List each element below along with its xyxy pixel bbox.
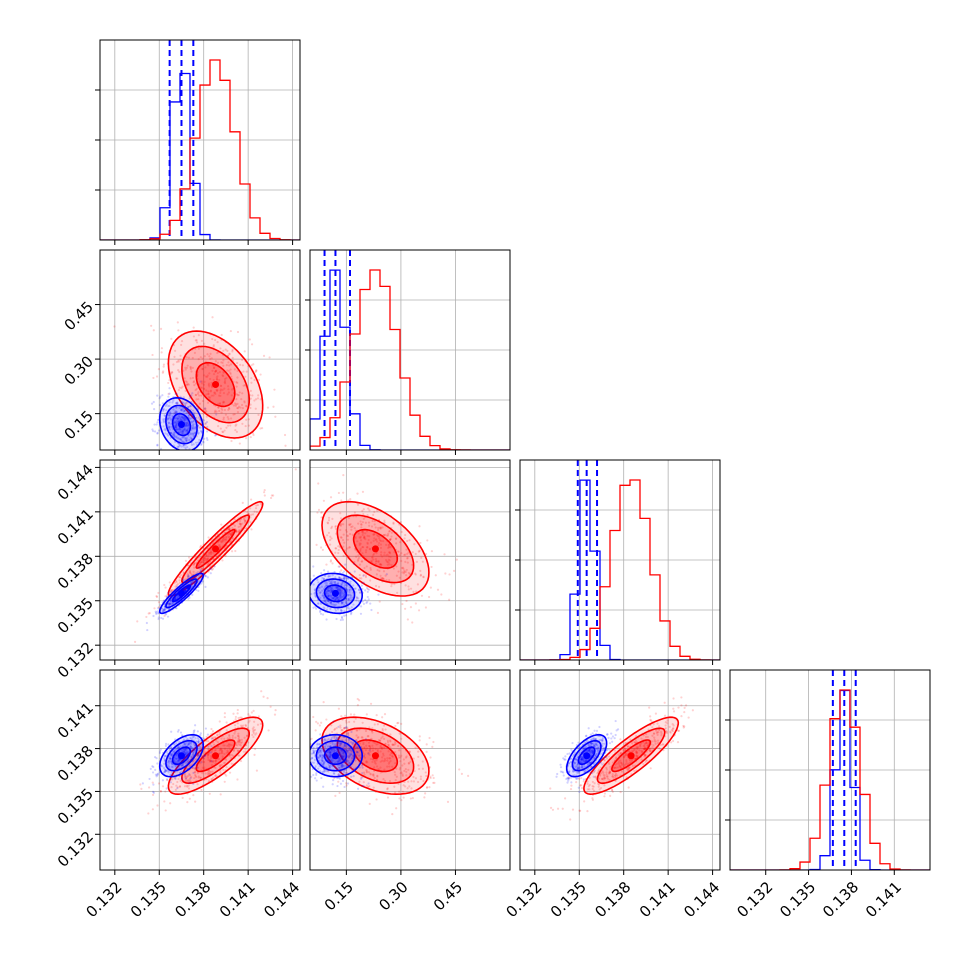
panel-frame [309,249,511,451]
y-tick-label-0: 0.132 [54,638,97,681]
panel-3-3: 0.132 0.135 0.138 0.141 [725,669,931,921]
y-tick-label-1: 0.30 [61,352,97,388]
y-tick-label-2: 0.138 [54,550,97,593]
x-tick-label-4: 0.144 [680,878,723,921]
panel-frame [99,669,301,871]
y-tick-label-3: 0.141 [54,505,97,548]
peak-series-0 [583,752,591,760]
peak-series-0 [177,752,185,760]
panel-frame [99,459,301,661]
y-tick-label-1: 0.135 [54,594,97,637]
x-tick-label-0: 0.15 [321,878,357,914]
y-tick-label-2: 0.138 [54,742,97,785]
scatter-series-1 [310,474,458,624]
y-tick-label-3: 0.141 [54,699,97,742]
hist-series-1 [520,479,720,660]
x-tick-label-1: 0.135 [776,878,819,921]
peak-series-1 [627,752,635,760]
x-tick-label-1: 0.30 [375,878,411,914]
x-tick-label-0: 0.132 [82,878,125,921]
x-tick-label-1: 0.135 [547,878,590,921]
x-tick-label-4: 0.144 [260,878,303,921]
x-tick-label-1: 0.135 [127,878,170,921]
y-tick-label-1: 0.135 [54,785,97,828]
x-tick-label-3: 0.141 [636,878,679,921]
x-tick-label-3: 0.141 [216,878,259,921]
panel-1-1 [305,249,511,455]
y-tick-label-0: 0.15 [61,407,97,443]
y-tick-label-2: 0.45 [61,298,97,334]
panel-frame [99,249,301,451]
x-tick-label-2: 0.138 [171,878,214,921]
y-tick-label-4: 0.144 [54,461,97,504]
peak-series-1 [371,545,379,553]
peak-series-0 [331,589,339,597]
peak-series-1 [212,545,220,553]
panel-frame [309,669,511,871]
x-tick-label-0: 0.132 [502,878,545,921]
x-tick-label-2: 0.138 [819,878,862,921]
panel-frame [519,669,721,871]
peak-series-0 [177,589,185,597]
peak-series-1 [212,752,220,760]
panel-3-2: 0.132 0.135 0.138 0.141 0.144 [502,669,723,921]
peak-series-1 [371,752,379,760]
peak-series-0 [177,421,185,429]
peak-series-1 [212,381,220,389]
panel-0-0 [95,39,301,245]
panel-2-1 [309,459,511,665]
panel-frame [519,459,721,661]
hist-series-0 [310,269,510,450]
panel-frame [729,669,931,871]
x-tick-label-0: 0.132 [733,878,776,921]
peak-series-0 [331,752,339,760]
panel-2-2 [515,459,721,665]
panel-frame [309,459,511,661]
panel-3-1: 0.15 0.30 0.45 [309,669,511,914]
scatter-series-0 [141,724,213,794]
x-tick-label-2: 0.45 [430,878,466,914]
panel-frame [99,39,301,241]
x-tick-label-3: 0.141 [862,878,905,921]
panel-1-0: 0.15 0.30 0.45 [61,249,301,455]
y-tick-label-0: 0.132 [54,828,97,871]
x-tick-label-2: 0.138 [591,878,634,921]
